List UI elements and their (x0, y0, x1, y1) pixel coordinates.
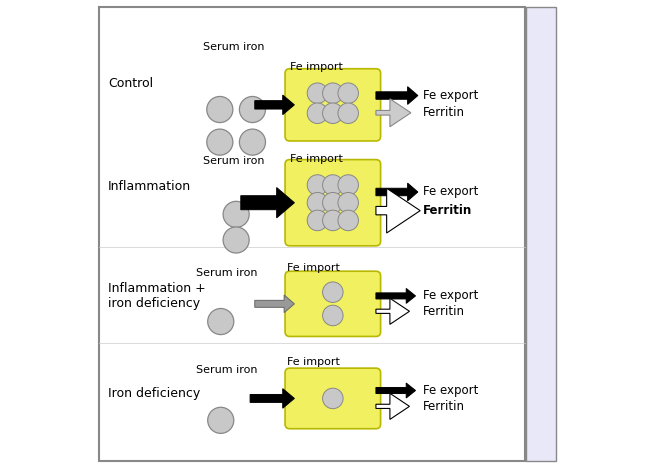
Circle shape (239, 96, 266, 123)
Text: Serum iron: Serum iron (203, 41, 265, 52)
Text: Fe export: Fe export (422, 89, 478, 102)
Text: Control: Control (108, 77, 153, 90)
Circle shape (322, 388, 343, 409)
FancyArrow shape (376, 183, 418, 201)
Circle shape (338, 83, 358, 103)
Circle shape (207, 129, 233, 155)
FancyArrow shape (255, 295, 294, 313)
Text: Fe export: Fe export (422, 185, 478, 199)
Circle shape (239, 129, 266, 155)
Text: Serum iron: Serum iron (196, 267, 258, 278)
Text: Iron deficiency: Iron deficiency (108, 387, 200, 400)
Circle shape (322, 192, 343, 213)
Circle shape (307, 210, 328, 231)
Text: Fe import: Fe import (290, 62, 343, 72)
Text: Fe export: Fe export (422, 384, 478, 397)
Circle shape (207, 96, 233, 123)
Circle shape (307, 103, 328, 123)
Text: Ferritin: Ferritin (422, 305, 464, 318)
FancyBboxPatch shape (285, 159, 381, 246)
Text: Ferritin: Ferritin (422, 400, 464, 413)
Text: Ferritin: Ferritin (422, 106, 464, 119)
Circle shape (338, 103, 358, 123)
Text: Fe import: Fe import (290, 154, 343, 164)
Circle shape (307, 83, 328, 103)
FancyArrow shape (241, 188, 294, 218)
Circle shape (322, 305, 343, 326)
Circle shape (322, 83, 343, 103)
Circle shape (208, 407, 233, 433)
Circle shape (223, 201, 249, 227)
Polygon shape (376, 99, 411, 127)
Polygon shape (376, 298, 409, 324)
Circle shape (307, 192, 328, 213)
Polygon shape (376, 188, 421, 233)
FancyArrow shape (376, 383, 415, 398)
FancyBboxPatch shape (526, 7, 557, 461)
Text: Fe export: Fe export (422, 289, 478, 302)
Circle shape (307, 175, 328, 195)
Circle shape (338, 210, 358, 231)
Text: Inflammation: Inflammation (108, 180, 191, 193)
Text: Inflammation +
iron deficiency: Inflammation + iron deficiency (108, 282, 206, 310)
Circle shape (338, 175, 358, 195)
Text: Fe import: Fe import (287, 263, 340, 273)
FancyBboxPatch shape (99, 7, 525, 461)
Circle shape (208, 308, 233, 335)
FancyBboxPatch shape (285, 368, 381, 429)
Text: Serum iron: Serum iron (203, 156, 265, 166)
FancyArrow shape (255, 95, 294, 115)
Circle shape (322, 282, 343, 302)
Circle shape (322, 210, 343, 231)
FancyArrow shape (376, 288, 415, 303)
Circle shape (338, 192, 358, 213)
FancyBboxPatch shape (285, 271, 381, 336)
FancyArrow shape (250, 389, 294, 408)
FancyArrow shape (376, 87, 418, 104)
Circle shape (322, 175, 343, 195)
Text: Fe import: Fe import (287, 357, 340, 367)
Text: Serum iron: Serum iron (196, 365, 258, 376)
Circle shape (223, 227, 249, 253)
Polygon shape (376, 393, 409, 419)
Text: Ferritin: Ferritin (422, 204, 472, 217)
FancyBboxPatch shape (285, 69, 381, 141)
Circle shape (322, 103, 343, 123)
